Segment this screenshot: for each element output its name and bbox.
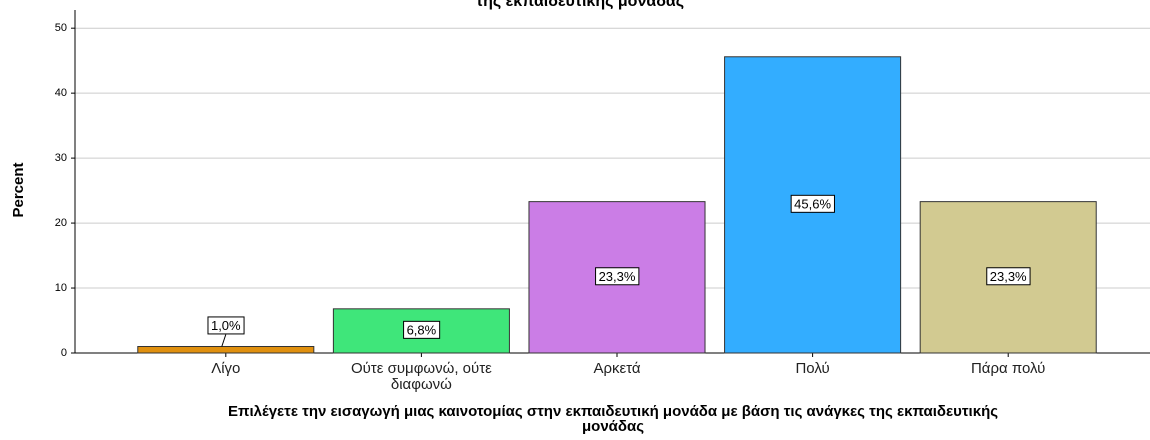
bar (528, 201, 706, 354)
y-tick-label: 0 (61, 347, 67, 359)
x-axis-label: Επιλέγετε την εισαγωγή μιας καινοτομίας … (227, 403, 999, 435)
data-label-box (986, 267, 1031, 286)
x-tick-label: Αρκετά (593, 360, 641, 377)
data-label-box (207, 316, 245, 335)
data-label: 6,8% (407, 322, 437, 337)
x-tick-label: Πολύ (795, 360, 830, 377)
data-label: 23,3% (990, 269, 1027, 284)
y-tick-label: 20 (55, 217, 67, 229)
y-tick-label: 30 (55, 152, 67, 164)
y-tick-label: 50 (55, 22, 67, 34)
data-label-box (403, 320, 441, 339)
data-label-box (595, 267, 640, 286)
chart-title: της εκπαιδευτικής μονάδας (476, 0, 684, 10)
x-tick-label: Λίγο (211, 360, 241, 377)
y-tick-label: 40 (55, 87, 67, 99)
bar (137, 346, 315, 354)
data-label: 23,3% (599, 269, 636, 284)
data-label-box (790, 194, 835, 213)
data-label: 1,0% (211, 318, 241, 333)
data-label: 45,6% (794, 196, 831, 211)
y-tick-label: 10 (55, 282, 67, 294)
bar (332, 308, 510, 354)
y-axis-label: Percent (10, 162, 27, 217)
label-leader (221, 334, 227, 347)
x-tick-label: Ούτε συμφωνώ, ούτε διαφωνώ (350, 360, 492, 393)
x-tick-label: Πάρα πολύ (970, 360, 1046, 377)
